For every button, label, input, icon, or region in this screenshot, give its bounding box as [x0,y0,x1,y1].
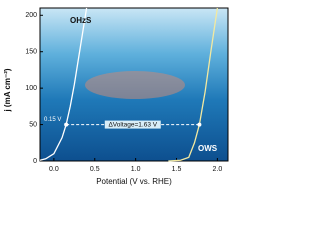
x-tick-label: 2.0 [213,166,223,173]
y-tick-label: 150 [25,49,37,56]
x-tick-label: 0.5 [90,166,100,173]
y-axis-label: j (mA cm⁻²) [3,68,12,112]
y-tick-label: 100 [25,85,37,92]
series-label: OWS [198,144,218,153]
x-tick-label: 1.5 [172,166,182,173]
line [39,7,88,161]
x-tick-label: 1.0 [131,166,141,173]
point [197,122,202,127]
chart: j (mA cm⁻²) Potential (V vs. RHE) 0 50 100… [3,7,229,186]
y-tick-label: 200 [25,12,37,19]
annotation: 0.15 V [44,117,61,123]
line [168,7,219,162]
catalyst-illustration [85,71,185,99]
plot-frame [39,7,229,162]
y-tick-label: 0 [33,158,37,165]
x-tick-label: 0.0 [49,166,59,173]
annotation: ΔVoltage=1.63 V [108,121,157,128]
annotation-box [104,120,161,129]
point [64,122,69,127]
x-axis-label: Potential (V vs. RHE) [96,177,172,186]
series-label: OHzS [70,16,92,25]
y-tick-label: 50 [29,121,37,128]
